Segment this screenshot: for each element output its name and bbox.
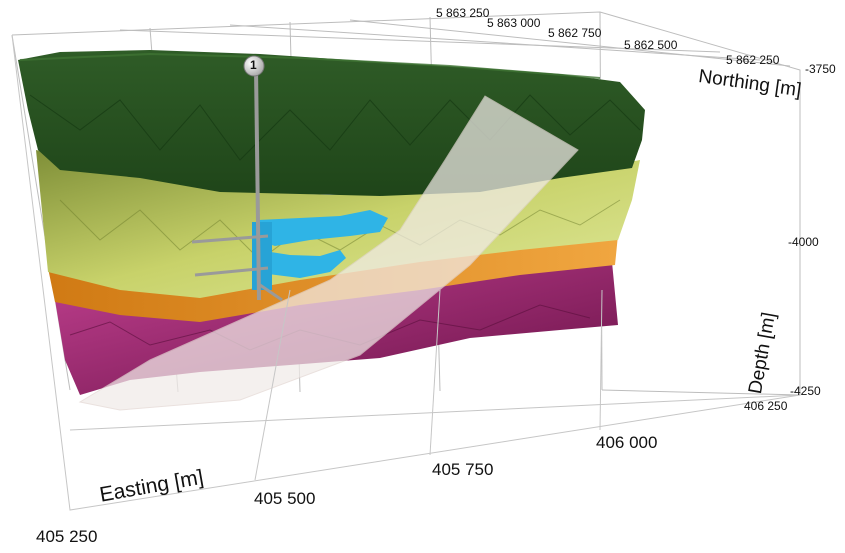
northing-tick-3: 5 862 750 [548, 26, 602, 40]
easting-tick-4: 406 000 [596, 433, 658, 452]
northing-tick-1: 5 863 250 [436, 6, 490, 20]
depth-tick-1: -3750 [805, 62, 836, 76]
easting-tick-1: 405 250 [36, 527, 98, 546]
depth-tick-2: -4000 [788, 235, 819, 249]
easting-tick-3: 405 750 [432, 460, 494, 479]
well-label: 1 [250, 58, 257, 72]
fault-plane [78, 95, 579, 411]
northing-tick-4: 5 862 500 [624, 38, 678, 52]
easting-tick-2: 405 500 [254, 489, 316, 508]
easting-tick-5: 406 250 [744, 399, 788, 413]
bounding-box-front [11, 34, 801, 511]
well-head-marker[interactable] [243, 55, 265, 77]
well-1[interactable] [191, 55, 283, 302]
northing-tick-2: 5 863 000 [487, 16, 541, 30]
depth-tick-3: -4250 [790, 384, 821, 398]
northing-tick-5: 5 862 250 [726, 53, 780, 67]
